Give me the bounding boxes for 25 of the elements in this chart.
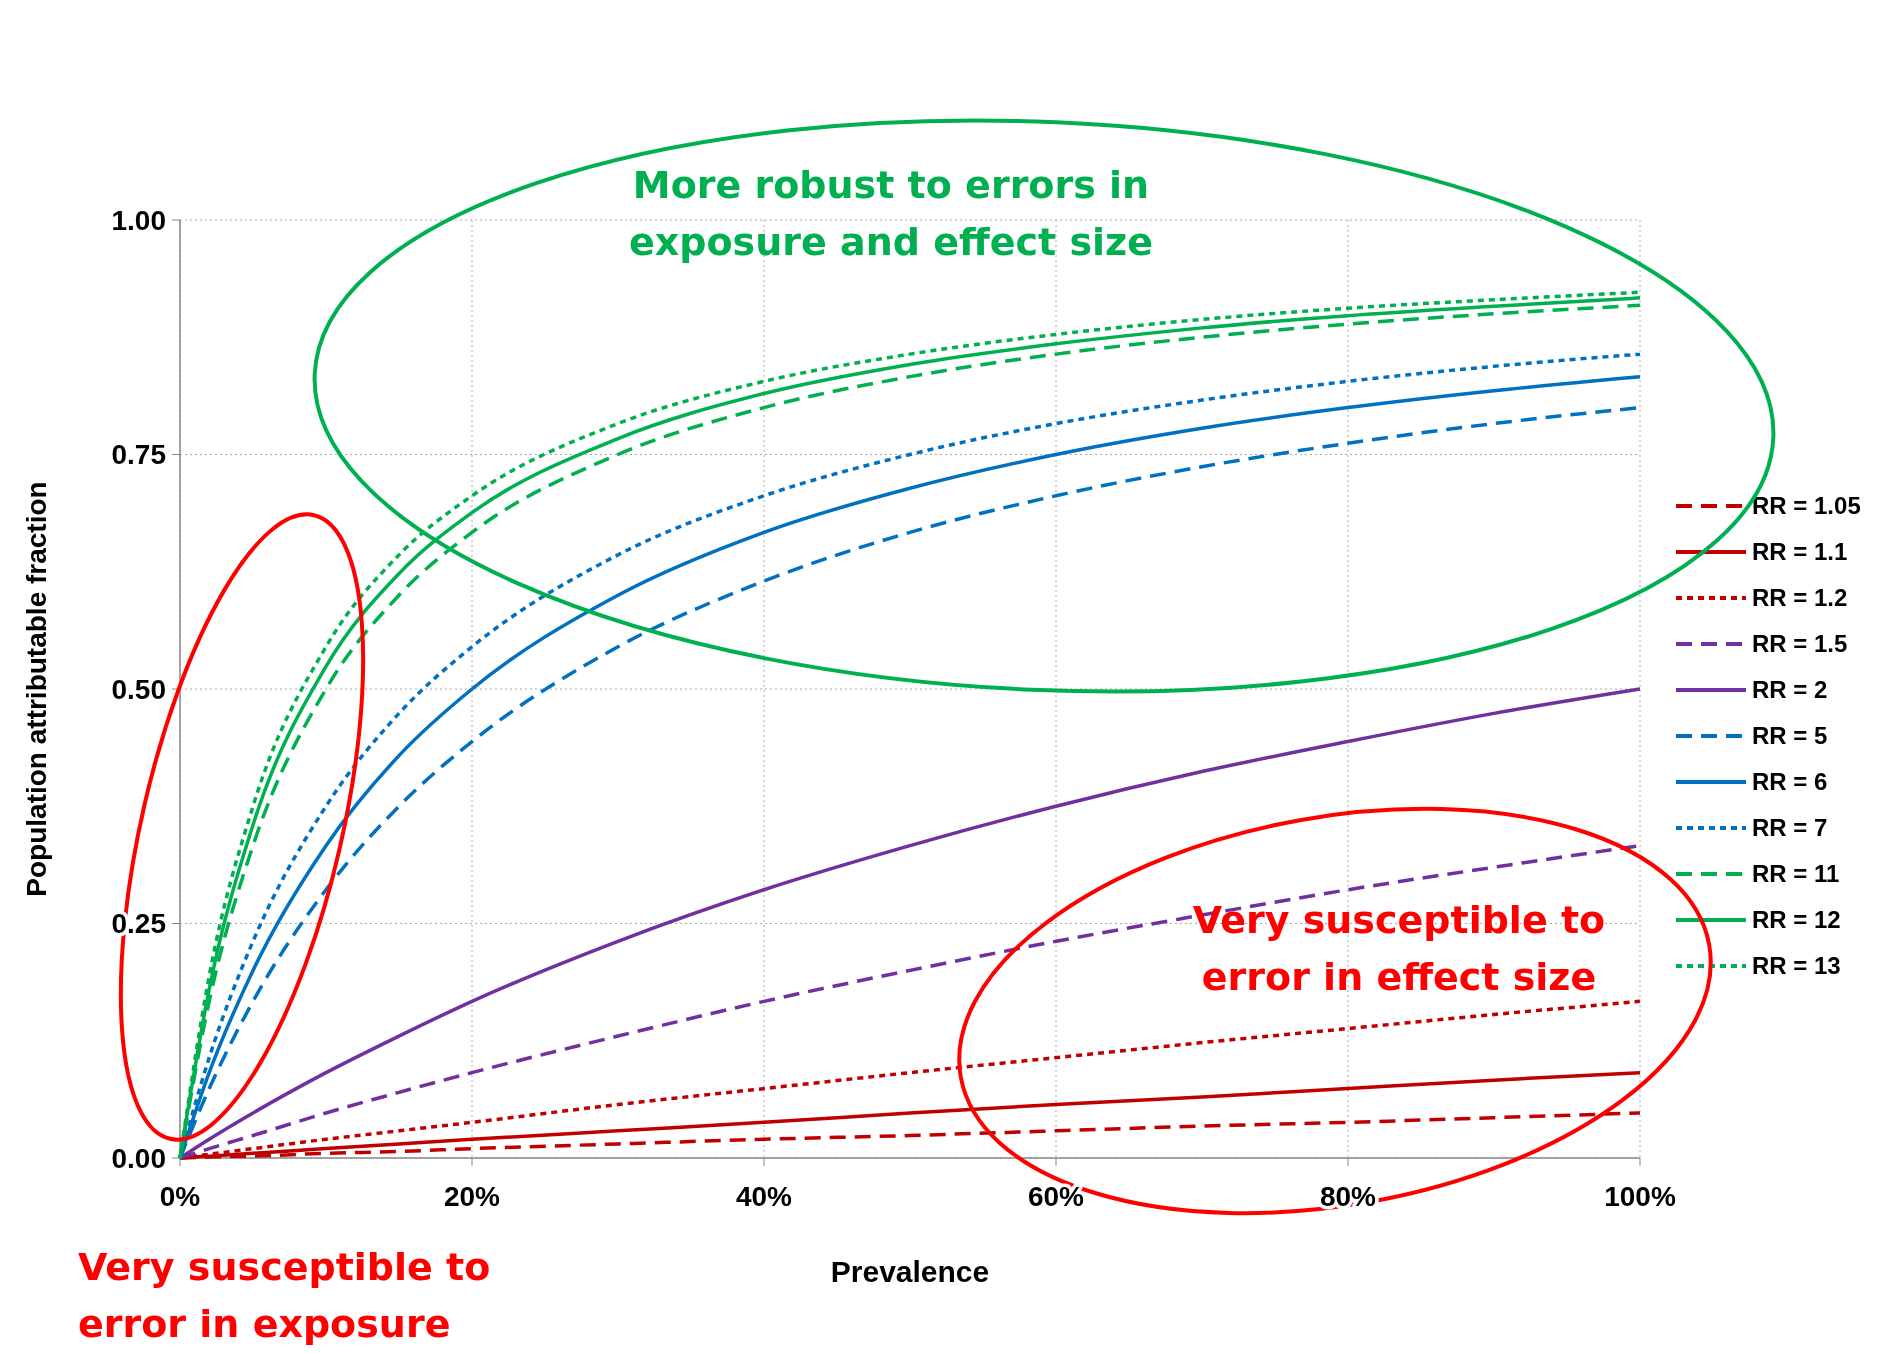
legend-label: RR = 6 xyxy=(1752,768,1828,796)
y-tick-label: 1.00 xyxy=(111,204,166,236)
y-axis-title: Population attributable fraction xyxy=(21,481,52,897)
annotation: Very susceptible to error in effect size xyxy=(1192,898,1606,999)
x-tick-label: 0% xyxy=(159,1181,201,1212)
y-tick-label: 0.50 xyxy=(111,673,166,705)
legend-label: RR = 11 xyxy=(1752,860,1840,888)
x-tick-label: 20% xyxy=(443,1181,501,1212)
x-axis-title: Prevalence xyxy=(830,1255,990,1288)
y-tick-label: 0.00 xyxy=(111,1142,166,1174)
legend-label: RR = 1.5 xyxy=(1752,630,1848,658)
legend-label: RR = 12 xyxy=(1752,906,1841,934)
legend-label: RR = 1.05 xyxy=(1752,492,1861,520)
text: Very susceptible to error in exposure xyxy=(78,1245,491,1346)
legend-label: RR = 7 xyxy=(1752,814,1828,842)
x-tick-label: 100% xyxy=(1604,1181,1676,1212)
legend-label: RR = 1.2 xyxy=(1752,584,1848,612)
legend-label: RR = 5 xyxy=(1752,722,1828,750)
legend-label: RR = 2 xyxy=(1752,676,1828,704)
x-tick-label: 60% xyxy=(1027,1181,1085,1212)
y-tick-label: 0.75 xyxy=(111,439,166,471)
legend-label: RR = 13 xyxy=(1752,952,1841,980)
legend-label: RR = 1.1 xyxy=(1752,538,1848,566)
annotation: More robust to errors in exposure and effect size xyxy=(629,163,1153,264)
x-tick-label: 40% xyxy=(735,1181,793,1212)
